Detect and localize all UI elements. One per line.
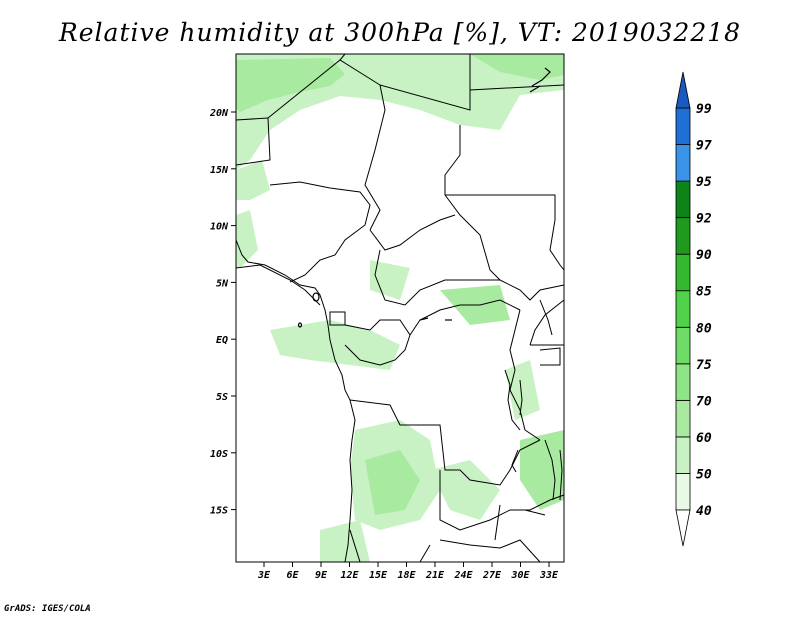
colorbar-label: 70 [696,394,712,409]
field-south [320,520,370,562]
country-borders [235,53,565,563]
colorbar: 40 50 60 70 75 80 85 90 92 95 97 99 [675,71,712,547]
lon-tick-label: 18E [397,570,416,581]
field-mozambique [520,430,564,510]
field-central [370,260,410,300]
colorbar-label: 75 [696,358,712,373]
colorbar-label: 80 [696,321,712,336]
lat-tick-label: EQ [216,335,228,346]
lon-tick-label: 21E [425,570,445,581]
colorbar-segment [675,107,691,145]
lat-tick-label: 10S [210,449,228,460]
colorbar-segment [675,473,691,511]
coastline [235,239,563,563]
map-frame [235,53,565,563]
lon-tick-label: 15E [369,570,388,581]
lon-tick-label: 6E [286,570,299,581]
field-north-band-inner [236,58,345,112]
field-northwest-coast [236,160,270,200]
lakes [297,67,551,328]
credit-text: GrADS: IGES/COLA [4,604,91,614]
colorbar-segment [675,253,691,292]
longitude-axis: 3E 6E 9E 12E 15E 18E 21E 24E 27E 30E 33E [257,562,559,581]
colorbar-label: 60 [696,431,712,446]
colorbar-segment [675,363,691,401]
colorbar-label: 99 [696,102,712,117]
colorbar-label: 85 [696,285,712,300]
lat-tick-label: 15S [210,506,228,517]
colorbar-segment [675,144,691,182]
colorbar-label: 97 [696,139,712,154]
field-north-east [470,54,564,80]
colorbar-upper-extend [675,71,691,109]
colorbar-segment [675,290,691,328]
colorbar-segment [675,180,691,219]
lon-tick-label: 9E [315,570,328,581]
chart-title: Relative humidity at 300hPa [%], VT: 201… [58,18,742,47]
field-angola-inner [365,450,420,515]
colorbar-segment [675,436,691,474]
lon-tick-label: 33E [539,570,559,581]
colorbar-segment [675,326,691,365]
latitude-axis: 20N 15N 10N 5N EQ 5S 10S 15S [209,108,236,517]
lat-tick-label: 5S [216,392,228,403]
lat-tick-label: 15N [210,165,229,176]
colorbar-segment [675,399,691,438]
lon-tick-label: 24E [453,570,473,581]
field-zambia [430,460,500,520]
lon-tick-label: 30E [510,570,530,581]
colorbar-label: 40 [696,504,712,519]
colorbar-segment [675,217,691,255]
colorbar-label: 95 [696,175,712,190]
lat-tick-label: 5N [216,278,229,289]
colorbar-label: 90 [696,248,712,263]
colorbar-label: 92 [696,212,712,227]
colorbar-label: 50 [696,467,712,482]
lat-tick-label: 10N [210,222,229,233]
lon-tick-label: 27E [482,570,502,581]
lon-tick-label: 3E [257,570,271,581]
field-gulf [270,320,400,370]
lat-tick-label: 20N [209,108,229,119]
lon-tick-label: 12E [340,570,359,581]
colorbar-lower-extend [675,509,691,547]
humidity-field [236,54,564,562]
